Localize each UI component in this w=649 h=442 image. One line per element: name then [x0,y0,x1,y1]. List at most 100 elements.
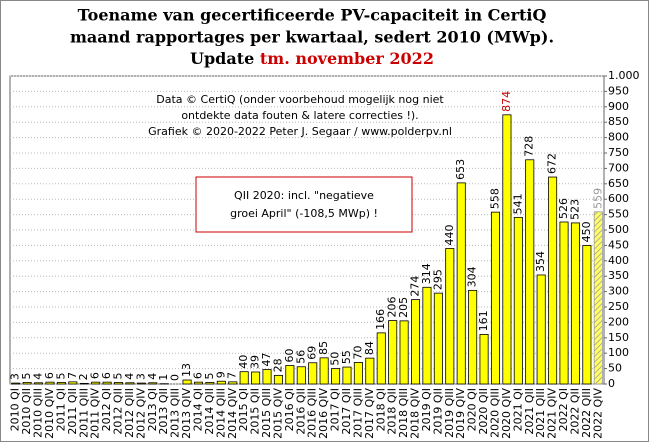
value-label: 166 [374,309,387,330]
x-tick-label: 2018 QIV [409,388,422,439]
x-tick-label: 2011 QI [54,388,67,431]
bar [376,332,386,385]
y-tick-label: 250 [608,300,629,313]
bar [353,362,363,385]
x-tick-label: 2018 QII [386,388,399,435]
x-tick-label: 2016 QIV [317,388,330,439]
bar [331,368,341,385]
value-label: 5 [54,372,67,379]
bar [228,381,238,385]
x-tick-label: 2014 QI [191,388,204,431]
bar [399,320,409,385]
value-label: 653 [454,159,467,180]
bar [136,382,146,385]
value-label: 84 [363,341,376,355]
bar [273,374,283,385]
value-label: 354 [534,251,547,272]
value-label: 7 [226,372,239,379]
bar [79,382,89,385]
x-tick-label: 2017 QIV [363,388,376,439]
x-tick-label: 2018 QI [374,388,387,431]
x-tick-label: 2022 QIV [591,388,604,439]
bar [570,222,580,385]
value-label: 559 [591,188,604,209]
bar [34,382,44,385]
bar [239,371,249,385]
value-label: 295 [431,269,444,290]
x-tick-label: 2020 QIV [500,388,513,439]
value-label: 1 [157,374,170,381]
y-tick-label: 650 [608,177,629,190]
x-tick-label: 2019 QII [431,388,444,435]
x-tick-label: 2021 QII [523,388,536,435]
x-tick-label: 2019 QIV [454,388,467,439]
value-label: 728 [523,136,536,157]
bar [582,244,592,385]
value-label: 39 [249,355,262,369]
x-tick-label: 2020 QI [466,388,479,431]
value-label: 2 [77,373,90,380]
value-label: 40 [237,355,250,369]
y-tick-label: 350 [608,269,629,282]
y-tick-label: 400 [608,254,629,267]
bar [91,381,101,385]
value-label: 9 [214,371,227,378]
x-tick-label: 2019 QIII [443,388,456,438]
value-label: 6 [89,372,102,379]
x-tick-label: 2021 QIII [534,388,547,438]
value-label: 50 [329,352,342,366]
bar [68,381,78,385]
value-label: 558 [488,188,501,209]
bar [296,366,306,385]
bar [490,211,500,385]
x-tick-label: 2020 QII [477,388,490,435]
value-label: 55 [340,350,353,364]
value-label: 314 [420,263,433,284]
bar [102,381,112,385]
y-tick-label: 950 [608,84,629,97]
bar [559,221,569,385]
x-tick-label: 2018 QIII [397,388,410,438]
bar [365,357,375,385]
bar [56,382,66,385]
y-tick-label: 450 [608,238,629,251]
value-label: 28 [271,358,284,372]
value-label: 523 [568,199,581,220]
value-label: 874 [500,91,513,112]
y-tick-label: 1.000 [608,69,640,82]
value-label: 5 [112,372,125,379]
value-label: 56 [294,350,307,364]
x-tick-label: 2017 QII [340,388,353,435]
x-tick-label: 2020 QIII [488,388,501,438]
bar [479,334,489,385]
y-tick-label: 800 [608,131,629,144]
x-tick-label: 2015 QII [249,388,262,435]
bar [388,320,398,385]
x-tick-label: 2012 QIV [134,388,147,439]
bar [148,382,158,385]
bar [513,216,523,385]
y-tick-label: 550 [608,208,629,221]
update: Update tm. november 2022 [190,49,434,68]
bar [536,274,546,385]
chart-title: Toename van gecertificeerde PV-capacitei… [78,6,547,25]
x-tick-label: 2012 QIII [123,388,136,438]
x-tick-label: 2014 QIII [214,388,227,438]
x-tick-label: 2016 QIII [306,388,319,438]
value-label: 4 [123,373,136,380]
bar [125,382,135,385]
bar [114,382,124,385]
bar [593,211,603,385]
y-tick-label: 750 [608,146,629,159]
y-tick-label: 150 [608,331,629,344]
y-tick-label: 900 [608,100,629,113]
bar [456,182,466,385]
annotation: Data © CertiQ (onder voorbehoud mogelijk… [156,93,444,106]
x-tick-label: 2015 QIV [271,388,284,439]
plot: 0501001502002503003504004505005506006507… [9,69,640,439]
note-text: QII 2020: incl. "negatieve [234,189,374,202]
bar [319,357,329,385]
value-label: 3 [9,373,22,380]
chart-title: maand rapportages per kwartaal, sedert 2… [70,28,554,47]
x-tick-label: 2013 QIV [180,388,193,439]
